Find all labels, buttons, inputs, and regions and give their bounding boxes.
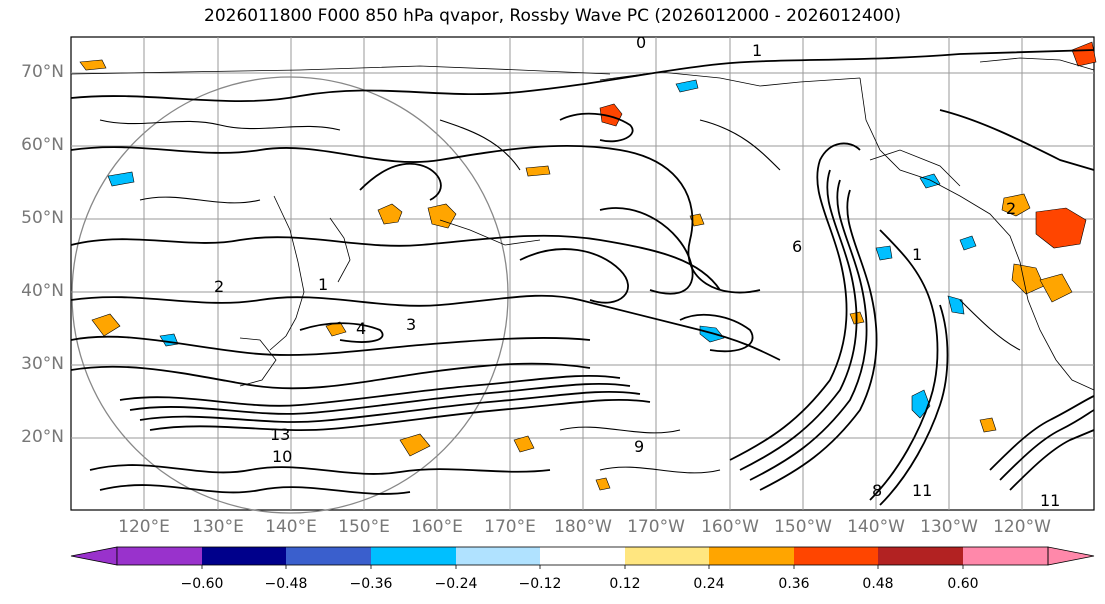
colorbar-tick-label: 0.36 [778, 576, 810, 592]
lat-label: 40°N [21, 281, 64, 301]
contour-label: 1 [912, 245, 922, 264]
contour-label: 4 [356, 319, 366, 338]
colorbar-tick-label: −0.12 [518, 576, 562, 592]
lat-label: 60°N [21, 135, 64, 155]
coastlines [70, 57, 1095, 391]
contour-label: 11 [1040, 491, 1060, 510]
lon-label: 160°E [411, 517, 463, 537]
colorbar-tick-label: −0.24 [434, 576, 478, 592]
lon-label: 170°W [627, 517, 685, 537]
colorbar-segment [794, 547, 878, 565]
contour-label: 0 [636, 33, 646, 52]
lon-label: 120°W [993, 517, 1051, 537]
colorbar-segment [540, 547, 625, 565]
lon-label: 150°W [774, 517, 832, 537]
colorbar-tick-label: 0.60 [947, 576, 979, 592]
colorbar-segment [709, 547, 794, 565]
contour-labels: 1 0 2 4 3 9 11 13 8 10 6 1 11 2 1 [214, 33, 1060, 510]
anomaly-shading [79, 41, 1097, 491]
lat-label: 70°N [21, 62, 64, 82]
colorbar-segment [371, 547, 456, 565]
contour-label: 13 [270, 425, 290, 444]
colorbar-tick-label: 0.12 [609, 576, 641, 592]
lon-label: 140°E [265, 517, 317, 537]
lon-label: 150°E [338, 517, 390, 537]
colorbar-segment [202, 547, 286, 565]
lat-label: 30°N [21, 354, 64, 374]
contour-label: 11 [912, 481, 932, 500]
contour-label: 3 [406, 315, 416, 334]
colorbar-segment [625, 547, 709, 565]
colorbar-tick-label: −0.36 [349, 576, 393, 592]
lat-label: 50°N [21, 208, 64, 228]
contour-label: 6 [792, 237, 802, 256]
lon-label: 130°E [192, 517, 244, 537]
colorbar-segment [117, 547, 202, 565]
colorbar-under-triangle [70, 546, 118, 566]
colorbar-frame [116, 546, 1049, 566]
colorbar-tick-label: −0.48 [264, 576, 308, 592]
colorbar-tick-label: 0.48 [862, 576, 894, 592]
contour-label: 10 [272, 447, 292, 466]
colorbar-segment [878, 547, 963, 565]
contour-label: 9 [634, 437, 644, 456]
colorbar [70, 546, 1095, 569]
contour-label: 1 [318, 275, 328, 294]
reference-circle [71, 76, 509, 514]
map-title: 2026011800 F000 850 hPa qvapor, Rossby W… [204, 6, 901, 26]
colorbar-segment [456, 547, 540, 565]
colorbar-tick-label: 0.24 [693, 576, 725, 592]
colorbar-segment [963, 547, 1048, 565]
lon-label: 170°E [484, 517, 536, 537]
colorbar-over-triangle [1047, 546, 1095, 566]
lon-label: 120°E [118, 517, 170, 537]
moisture-contours [70, 49, 1095, 506]
colorbar-segment [286, 547, 371, 565]
lon-label: 130°W [920, 517, 978, 537]
colorbar-tick-label: −0.60 [180, 576, 224, 592]
contour-label: 2 [214, 277, 224, 296]
moisture-contours-thin [99, 119, 1021, 474]
contour-label: 2 [1006, 199, 1016, 218]
contour-label: 1 [752, 41, 762, 60]
contour-label: 8 [872, 481, 882, 500]
lon-label: 180°W [554, 517, 612, 537]
lon-label: 140°W [847, 517, 905, 537]
lon-label: 160°W [701, 517, 759, 537]
lat-label: 20°N [21, 427, 64, 447]
